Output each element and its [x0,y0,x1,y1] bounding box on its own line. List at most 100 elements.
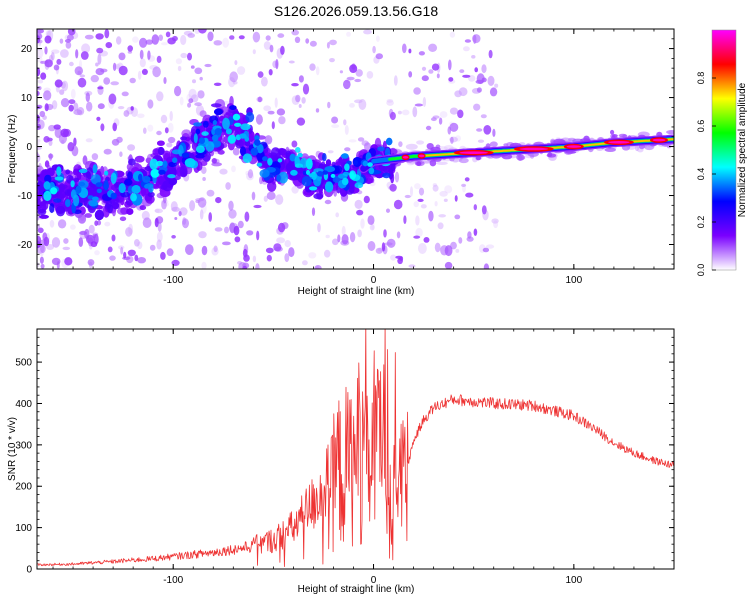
spectrogram-cell [53,64,60,71]
spectrogram-cell [439,190,448,197]
spectrogram-cell [201,166,207,174]
spectrogram-cell [417,198,424,202]
spectrogram-cell [229,35,235,40]
spectrogram-cell [413,201,419,208]
colorbar-gradient [712,30,736,270]
spectrogram-cell [439,111,448,118]
spectrogram-hotspot [234,122,242,127]
spectrogram-x-label: Height of straight line (km) [298,286,415,297]
spectrogram-cell [84,213,93,218]
spectrogram-cell [147,99,154,109]
spectrogram-cell [90,241,98,248]
spectrogram-cell [130,106,134,111]
spectrogram-cell [444,261,453,269]
spectrogram-hotspot [110,192,117,200]
spectrogram-cell [70,180,75,188]
spectrogram-cell [210,103,222,108]
spectrogram-hotspot [92,196,99,202]
spectrogram-cell [229,105,237,110]
spectrogram-cell [69,61,74,67]
spectrogram-cell [202,121,209,128]
spectrogram-cell [130,193,137,202]
spectrogram-cell [408,71,413,78]
spectrogram-cell [313,193,324,200]
spectrogram-cell [139,49,144,60]
spectrogram-cell [63,238,69,244]
spectrogram-cell [485,244,495,249]
spectrogram-cell [228,209,237,219]
spectrogram-cell [253,204,262,209]
spectrogram-cell [65,41,72,49]
spectrogram-cell [180,52,188,59]
spectrogram-cell [165,31,171,38]
spectrogram-cell [425,125,432,131]
spectrogram-cell [454,195,458,202]
spectrogram-cell [471,55,476,59]
spectrogram-cell [278,171,289,184]
spectrogram-cell [39,256,44,264]
spectrogram-cell [233,225,240,236]
spectrogram-cell [97,53,102,65]
spectrogram-cell [285,163,294,172]
spectrogram-cell [265,247,274,254]
spectrogram-cell [481,64,487,74]
spectrogram-cell [110,81,119,86]
colorbar: 0.0 0.2 0.4 0.6 0.8 Normalized spectral ampl… [696,29,748,276]
spectrogram-cell [222,117,230,130]
spectrogram-cell [256,230,260,241]
spectrogram-cell [88,224,95,234]
spectrogram-cell [155,160,164,167]
spectrogram-cell [344,125,349,135]
spectrogram-cell [204,63,212,68]
spectrogram-cell [343,119,347,126]
spectrogram-cell [227,134,236,144]
spectrogram-cell [103,148,112,155]
spectrogram-cell [268,69,273,76]
spectrogram-cell [188,98,194,104]
spectrogram-cell [489,141,498,147]
spectrogram-cell [434,201,438,207]
spectrogram-hotspot [290,169,298,176]
spectrogram-cell [151,34,159,45]
spectrogram-cell [131,185,141,194]
spectrogram-x-axis: -100 0 100 [52,29,675,286]
spectrogram-hotspot [262,156,268,162]
spectrogram-cell [214,108,223,116]
spectrogram-cell [73,102,79,111]
spectrogram-cell [331,116,339,124]
spectrogram-cell [324,199,332,205]
spectrogram-cell [331,161,336,167]
spectrogram-cell [137,70,142,80]
spectrogram-cell [59,89,65,95]
spectrogram-cell [488,49,493,59]
spectrogram-cell [291,185,299,194]
spectrogram-cell [413,87,421,95]
spectrogram-cell [74,66,84,76]
spectrogram-cell [60,98,70,108]
spectrogram-hotspot [96,188,102,194]
spectrogram-cell [355,69,363,77]
spectrogram-cell [369,224,375,231]
spectrogram-cell [119,216,127,222]
spectrogram-cell [141,186,146,197]
spectrogram-cell [423,237,430,243]
spectrogram-cell [171,235,176,239]
spectrogram-cell [386,100,394,106]
spectrogram-cell [54,127,62,139]
spectrogram-cell [247,169,254,179]
spectrogram-cell [179,96,184,106]
spectrogram-hotspot [212,134,219,142]
y-tick-label: 200 [15,482,32,493]
spectrogram-cell [234,236,241,243]
snr-panel: -100 0 100 0 100 200 300 400 500 Height of stra… [7,328,675,595]
spectrogram-cell [251,191,256,201]
spectrogram-cell [167,174,176,179]
spectrogram-cell [123,251,127,259]
spectrogram-cell [476,87,482,93]
spectrogram-cell [240,123,251,131]
spectrogram-cell [175,58,182,65]
spectrogram-cell [280,45,285,56]
spectrogram-cell [298,104,302,108]
spectrogram-cell [237,66,246,75]
